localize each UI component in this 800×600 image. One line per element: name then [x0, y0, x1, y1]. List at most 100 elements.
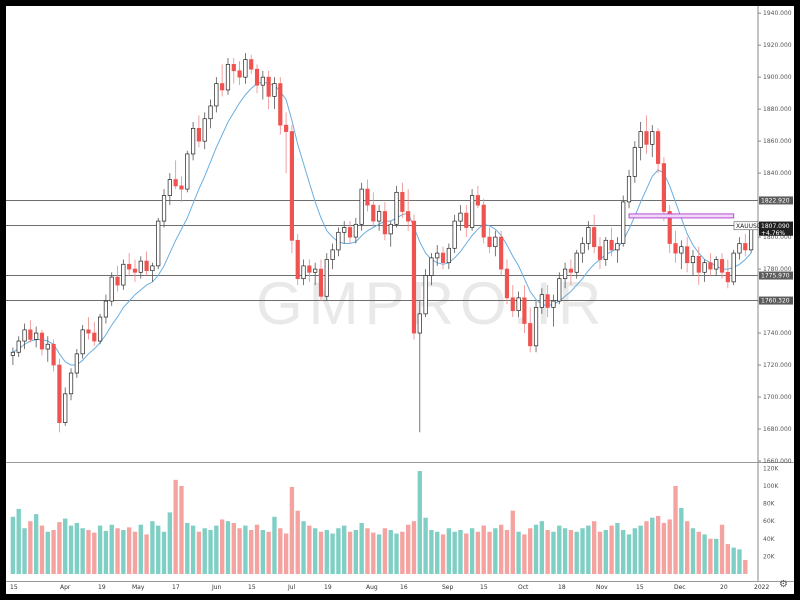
candle-body — [347, 227, 353, 238]
volume-bar — [295, 510, 300, 574]
x-tick-label: 16 — [400, 584, 408, 591]
candle-body — [545, 294, 550, 308]
candle-body — [481, 204, 486, 238]
volume-bar — [464, 533, 469, 574]
volume-bar — [429, 530, 434, 574]
volume-bar — [737, 549, 742, 574]
candle-body — [748, 227, 754, 251]
candle-body — [673, 243, 678, 254]
x-tick-label: 15 — [248, 584, 256, 591]
candle-body — [191, 127, 196, 155]
volume-tick-label: 80K — [763, 501, 776, 508]
volume-bar — [609, 525, 614, 574]
candle-body — [574, 252, 579, 273]
volume-bar — [208, 530, 213, 574]
x-tick-label: 18 — [558, 584, 566, 591]
candle-body — [685, 246, 690, 264]
candle-body — [568, 268, 573, 273]
volume-bar — [86, 530, 91, 574]
level-tag-label: 1775.970 — [761, 273, 790, 280]
volume-bar — [714, 538, 719, 574]
candle-body — [260, 76, 265, 86]
volume-bar — [307, 525, 312, 574]
candle-body — [504, 268, 510, 299]
candle-body — [225, 64, 231, 91]
candle-body — [650, 131, 655, 145]
candle-body — [702, 262, 707, 273]
candle-body — [725, 271, 730, 283]
candle-body — [127, 263, 132, 270]
volume-bar — [33, 514, 39, 574]
candle-body — [336, 231, 341, 251]
candle-body — [173, 179, 178, 187]
candle-body — [406, 211, 411, 222]
volume-bar — [237, 528, 242, 574]
candle-body — [644, 131, 649, 145]
volume-bar — [28, 521, 33, 574]
candle-body — [202, 118, 207, 142]
price-tags: 1822.9201807.2701775.9701760.3201807.090… — [733, 196, 793, 305]
candle-body — [499, 236, 504, 270]
volume-bar — [504, 530, 510, 574]
volume-bar — [743, 559, 748, 574]
candle-body — [592, 227, 597, 248]
candle-body — [34, 332, 39, 340]
x-tick-label: 15 — [480, 584, 488, 591]
volume-bar — [173, 479, 178, 574]
volume-bar — [394, 533, 399, 574]
candle-body — [289, 131, 295, 241]
settings-gear-icon[interactable]: ⚙ — [779, 579, 788, 590]
candle-body — [220, 83, 225, 91]
volume-bar — [138, 524, 143, 574]
candle-body — [580, 243, 585, 254]
candle-body — [121, 263, 126, 286]
volume-bar — [621, 530, 626, 574]
volume-bar — [591, 521, 597, 574]
volume-bar — [586, 525, 591, 574]
volume-bar — [516, 531, 521, 574]
y-tick-label: 1700.000 — [763, 394, 792, 401]
candlestick-chart[interactable]: GMPRO.IR 1940.0001920.0001900.0001880.00… — [6, 6, 794, 594]
x-tick-label: Aug — [366, 584, 378, 591]
volume-bar — [254, 524, 260, 574]
candle-body — [632, 147, 637, 177]
volume-bar — [283, 533, 289, 574]
candle-body — [452, 220, 457, 249]
x-tick-label: 19 — [324, 584, 332, 591]
candle-body — [400, 191, 405, 212]
y-tick-label: 1940.000 — [763, 10, 792, 17]
volume-bar — [249, 530, 254, 574]
volume-bar — [318, 531, 324, 574]
candle-body — [45, 343, 50, 350]
volume-bar — [452, 531, 457, 574]
candle-body — [307, 265, 312, 273]
candle-body — [266, 76, 271, 97]
candle-body — [464, 212, 469, 228]
candle-body — [615, 243, 620, 251]
x-tick-label: Apr — [60, 584, 71, 591]
candle-body — [638, 131, 643, 148]
volume-bar — [632, 528, 638, 574]
volume-bar — [74, 522, 80, 574]
candle-body — [411, 220, 417, 334]
candle-body — [237, 70, 242, 78]
candle-body — [679, 246, 684, 254]
candle-body — [132, 268, 138, 273]
volume-bar — [481, 525, 486, 574]
volume-bar — [475, 531, 481, 574]
volume-bar — [39, 525, 45, 574]
candle-body — [284, 124, 289, 132]
candle-body — [440, 252, 446, 264]
candle-body — [487, 236, 492, 248]
x-tick-label: 15 — [10, 584, 18, 591]
candle-body — [731, 252, 736, 283]
volume-bar — [539, 521, 545, 574]
volume-bar — [673, 486, 678, 574]
volume-bar — [80, 528, 85, 574]
x-tick-label: Nov — [596, 584, 608, 591]
candle-body — [522, 297, 527, 324]
x-tick-label: Sep — [442, 584, 454, 591]
volume-bar — [10, 516, 16, 574]
volume-bar — [725, 544, 731, 574]
candle-body — [690, 255, 696, 264]
